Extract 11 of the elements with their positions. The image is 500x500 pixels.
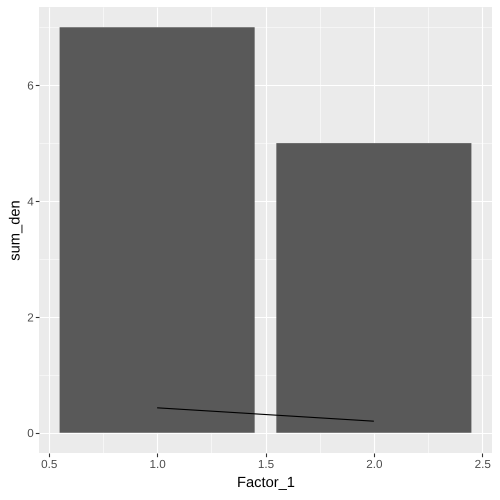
y-axis-title: sum_den [7, 200, 24, 261]
x-tick-label: 1.0 [150, 458, 166, 472]
x-tick-label: 0.5 [41, 458, 58, 472]
y-tick-label: 6 [27, 80, 34, 93]
y-tick-label: 0 [27, 427, 34, 440]
x-tick-label: 2.5 [474, 458, 492, 472]
x-tick-label: 1.5 [258, 458, 275, 472]
y-tick-label: 2 [27, 311, 34, 324]
x-axis-title: Factor_1 [237, 474, 295, 491]
y-tick-label: 4 [27, 196, 34, 209]
x-tick-label: 2.0 [366, 458, 383, 472]
